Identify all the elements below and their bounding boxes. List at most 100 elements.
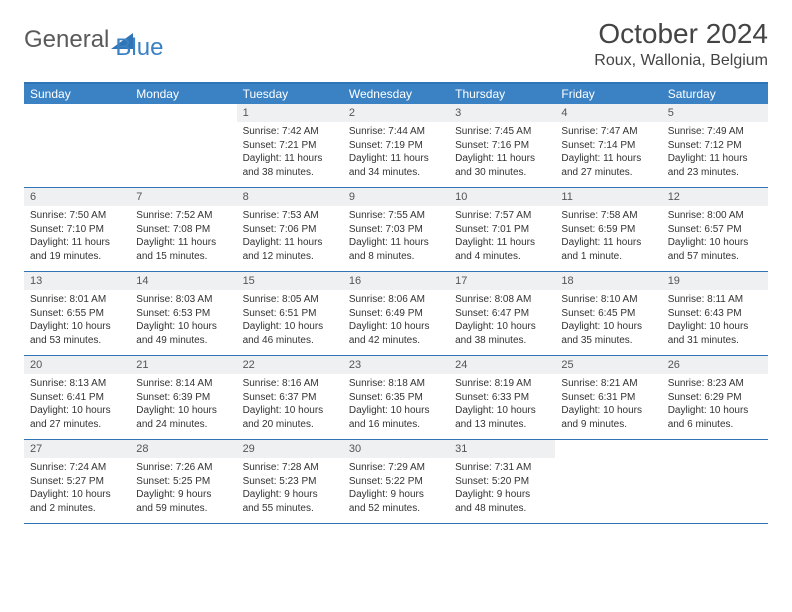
day-cell: 23Sunrise: 8:18 AMSunset: 6:35 PMDayligh… <box>343 356 449 440</box>
day-header-monday: Monday <box>130 83 236 104</box>
day-detail: Sunrise: 7:29 AMSunset: 5:22 PMDaylight:… <box>343 458 449 523</box>
day-cell: 25Sunrise: 8:21 AMSunset: 6:31 PMDayligh… <box>555 356 661 440</box>
sunrise-line: Sunrise: 7:57 AM <box>455 209 549 223</box>
sunrise-line: Sunrise: 7:29 AM <box>349 461 443 475</box>
sunrise-line: Sunrise: 7:44 AM <box>349 125 443 139</box>
sunset-line: Sunset: 6:41 PM <box>30 391 124 405</box>
sunrise-line: Sunrise: 7:31 AM <box>455 461 549 475</box>
day-number: 23 <box>343 356 449 374</box>
day-detail: Sunrise: 7:53 AMSunset: 7:06 PMDaylight:… <box>237 206 343 271</box>
day-detail: Sunrise: 8:10 AMSunset: 6:45 PMDaylight:… <box>555 290 661 355</box>
sunrise-line: Sunrise: 8:21 AM <box>561 377 655 391</box>
sunrise-line: Sunrise: 8:03 AM <box>136 293 230 307</box>
day-header-sunday: Sunday <box>24 83 130 104</box>
sunrise-line: Sunrise: 7:28 AM <box>243 461 337 475</box>
sunset-line: Sunset: 7:10 PM <box>30 223 124 237</box>
day-detail: Sunrise: 8:01 AMSunset: 6:55 PMDaylight:… <box>24 290 130 355</box>
sunset-line: Sunset: 6:33 PM <box>455 391 549 405</box>
day-detail: Sunrise: 7:31 AMSunset: 5:20 PMDaylight:… <box>449 458 555 523</box>
day-cell: 6Sunrise: 7:50 AMSunset: 7:10 PMDaylight… <box>24 188 130 272</box>
logo-text-blue: Blue <box>115 34 163 61</box>
daylight-line: Daylight: 11 hours and 4 minutes. <box>455 236 549 263</box>
day-number: 14 <box>130 272 236 290</box>
day-detail <box>555 458 661 516</box>
day-detail: Sunrise: 8:21 AMSunset: 6:31 PMDaylight:… <box>555 374 661 439</box>
logo-text-blue-wrap: Blue <box>115 34 163 62</box>
sunset-line: Sunset: 5:25 PM <box>136 475 230 489</box>
day-number: 19 <box>662 272 768 290</box>
sunrise-line: Sunrise: 7:58 AM <box>561 209 655 223</box>
day-cell: 11Sunrise: 7:58 AMSunset: 6:59 PMDayligh… <box>555 188 661 272</box>
sunrise-line: Sunrise: 8:10 AM <box>561 293 655 307</box>
daylight-line: Daylight: 10 hours and 6 minutes. <box>668 404 762 431</box>
day-number: 9 <box>343 188 449 206</box>
day-cell: 7Sunrise: 7:52 AMSunset: 7:08 PMDaylight… <box>130 188 236 272</box>
day-detail: Sunrise: 8:06 AMSunset: 6:49 PMDaylight:… <box>343 290 449 355</box>
day-cell: 21Sunrise: 8:14 AMSunset: 6:39 PMDayligh… <box>130 356 236 440</box>
day-cell: 27Sunrise: 7:24 AMSunset: 5:27 PMDayligh… <box>24 440 130 524</box>
day-number: 15 <box>237 272 343 290</box>
day-detail: Sunrise: 7:45 AMSunset: 7:16 PMDaylight:… <box>449 122 555 187</box>
sunset-line: Sunset: 6:37 PM <box>243 391 337 405</box>
day-cell: 20Sunrise: 8:13 AMSunset: 6:41 PMDayligh… <box>24 356 130 440</box>
day-number: 1 <box>237 104 343 122</box>
day-detail: Sunrise: 8:16 AMSunset: 6:37 PMDaylight:… <box>237 374 343 439</box>
day-detail: Sunrise: 7:24 AMSunset: 5:27 PMDaylight:… <box>24 458 130 523</box>
day-header-wednesday: Wednesday <box>343 83 449 104</box>
daylight-line: Daylight: 10 hours and 13 minutes. <box>455 404 549 431</box>
day-detail: Sunrise: 8:14 AMSunset: 6:39 PMDaylight:… <box>130 374 236 439</box>
day-cell: 15Sunrise: 8:05 AMSunset: 6:51 PMDayligh… <box>237 272 343 356</box>
day-cell: 31Sunrise: 7:31 AMSunset: 5:20 PMDayligh… <box>449 440 555 524</box>
day-cell: 13Sunrise: 8:01 AMSunset: 6:55 PMDayligh… <box>24 272 130 356</box>
day-number: 3 <box>449 104 555 122</box>
day-detail: Sunrise: 8:13 AMSunset: 6:41 PMDaylight:… <box>24 374 130 439</box>
daylight-line: Daylight: 10 hours and 35 minutes. <box>561 320 655 347</box>
day-number: 29 <box>237 440 343 458</box>
sunset-line: Sunset: 7:03 PM <box>349 223 443 237</box>
logo: General Blue <box>24 18 163 62</box>
sunset-line: Sunset: 7:21 PM <box>243 139 337 153</box>
day-number: 25 <box>555 356 661 374</box>
day-cell: 10Sunrise: 7:57 AMSunset: 7:01 PMDayligh… <box>449 188 555 272</box>
day-detail: Sunrise: 7:47 AMSunset: 7:14 PMDaylight:… <box>555 122 661 187</box>
sunrise-line: Sunrise: 8:06 AM <box>349 293 443 307</box>
day-number <box>24 104 130 122</box>
day-cell: 14Sunrise: 8:03 AMSunset: 6:53 PMDayligh… <box>130 272 236 356</box>
sunset-line: Sunset: 6:31 PM <box>561 391 655 405</box>
sunset-line: Sunset: 7:19 PM <box>349 139 443 153</box>
daylight-line: Daylight: 11 hours and 1 minute. <box>561 236 655 263</box>
day-cell: 2 Sunrise: 7:44 AMSunset: 7:19 PMDaylight… <box>343 104 449 188</box>
sunrise-line: Sunrise: 7:52 AM <box>136 209 230 223</box>
day-cell: 22Sunrise: 8:16 AMSunset: 6:37 PMDayligh… <box>237 356 343 440</box>
sunset-line: Sunset: 6:43 PM <box>668 307 762 321</box>
day-number: 16 <box>343 272 449 290</box>
day-header-saturday: Saturday <box>662 83 768 104</box>
day-cell: 24Sunrise: 8:19 AMSunset: 6:33 PMDayligh… <box>449 356 555 440</box>
calendar-body: 1Sunrise: 7:42 AMSunset: 7:21 PMDaylight… <box>24 104 768 524</box>
header: General Blue October 2024 Roux, Wallonia… <box>24 18 768 70</box>
sunset-line: Sunset: 6:59 PM <box>561 223 655 237</box>
day-detail: Sunrise: 7:28 AMSunset: 5:23 PMDaylight:… <box>237 458 343 523</box>
day-number: 2 <box>343 104 449 122</box>
day-detail: Sunrise: 8:23 AMSunset: 6:29 PMDaylight:… <box>662 374 768 439</box>
daylight-line: Daylight: 10 hours and 24 minutes. <box>136 404 230 431</box>
day-header-row: SundayMondayTuesdayWednesdayThursdayFrid… <box>24 83 768 104</box>
sunset-line: Sunset: 7:14 PM <box>561 139 655 153</box>
day-cell: 9Sunrise: 7:55 AMSunset: 7:03 PMDaylight… <box>343 188 449 272</box>
day-number: 6 <box>24 188 130 206</box>
day-number: 28 <box>130 440 236 458</box>
sunrise-line: Sunrise: 7:50 AM <box>30 209 124 223</box>
day-cell: 16Sunrise: 8:06 AMSunset: 6:49 PMDayligh… <box>343 272 449 356</box>
day-header-tuesday: Tuesday <box>237 83 343 104</box>
sunset-line: Sunset: 6:51 PM <box>243 307 337 321</box>
day-detail: Sunrise: 7:52 AMSunset: 7:08 PMDaylight:… <box>130 206 236 271</box>
daylight-line: Daylight: 10 hours and 46 minutes. <box>243 320 337 347</box>
daylight-line: Daylight: 11 hours and 34 minutes. <box>349 152 443 179</box>
daylight-line: Daylight: 10 hours and 38 minutes. <box>455 320 549 347</box>
sunrise-line: Sunrise: 8:08 AM <box>455 293 549 307</box>
sunrise-line: Sunrise: 7:53 AM <box>243 209 337 223</box>
day-number: 27 <box>24 440 130 458</box>
daylight-line: Daylight: 11 hours and 23 minutes. <box>668 152 762 179</box>
daylight-line: Daylight: 10 hours and 53 minutes. <box>30 320 124 347</box>
day-cell: 8Sunrise: 7:53 AMSunset: 7:06 PMDaylight… <box>237 188 343 272</box>
